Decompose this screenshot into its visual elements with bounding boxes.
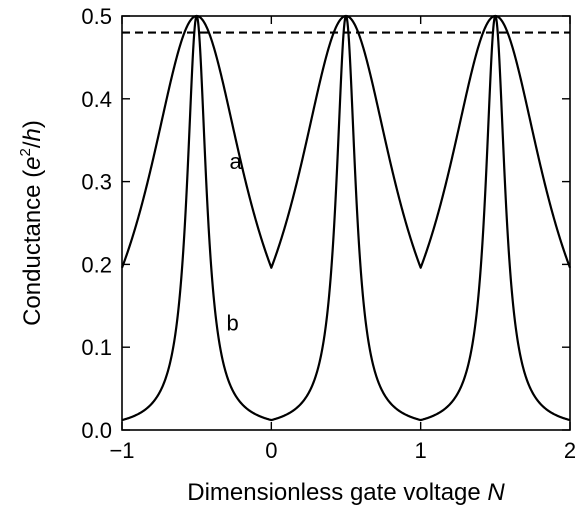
x-tick-label: 2 (564, 438, 576, 463)
x-tick-label: 0 (265, 438, 277, 463)
ticks (121, 15, 571, 431)
x-axis-label: Dimensionless gate voltage N (187, 479, 505, 506)
y-tick-label: 0.5 (81, 4, 112, 29)
y-axis-label: Conductance (e2/h) (17, 120, 46, 326)
curve-labels: ab (227, 149, 243, 335)
series-a-label: a (230, 149, 243, 174)
plot-frame (121, 15, 571, 431)
y-tick-label: 0.0 (81, 418, 112, 443)
y-tick-label: 0.2 (81, 252, 112, 277)
y-tick-label: 0.3 (81, 170, 112, 195)
x-tick-label: −1 (109, 438, 134, 463)
x-tick-label: 1 (415, 438, 427, 463)
tick-labels: −1 0 1 2 0.0 0.1 0.2 0.3 0.4 0.5 (81, 4, 576, 463)
curves (120, 14, 572, 422)
y-tick-label: 0.1 (81, 335, 112, 360)
series-b-line (121, 14, 571, 422)
y-tick-label: 0.4 (81, 87, 112, 112)
series-b-label: b (227, 311, 239, 336)
